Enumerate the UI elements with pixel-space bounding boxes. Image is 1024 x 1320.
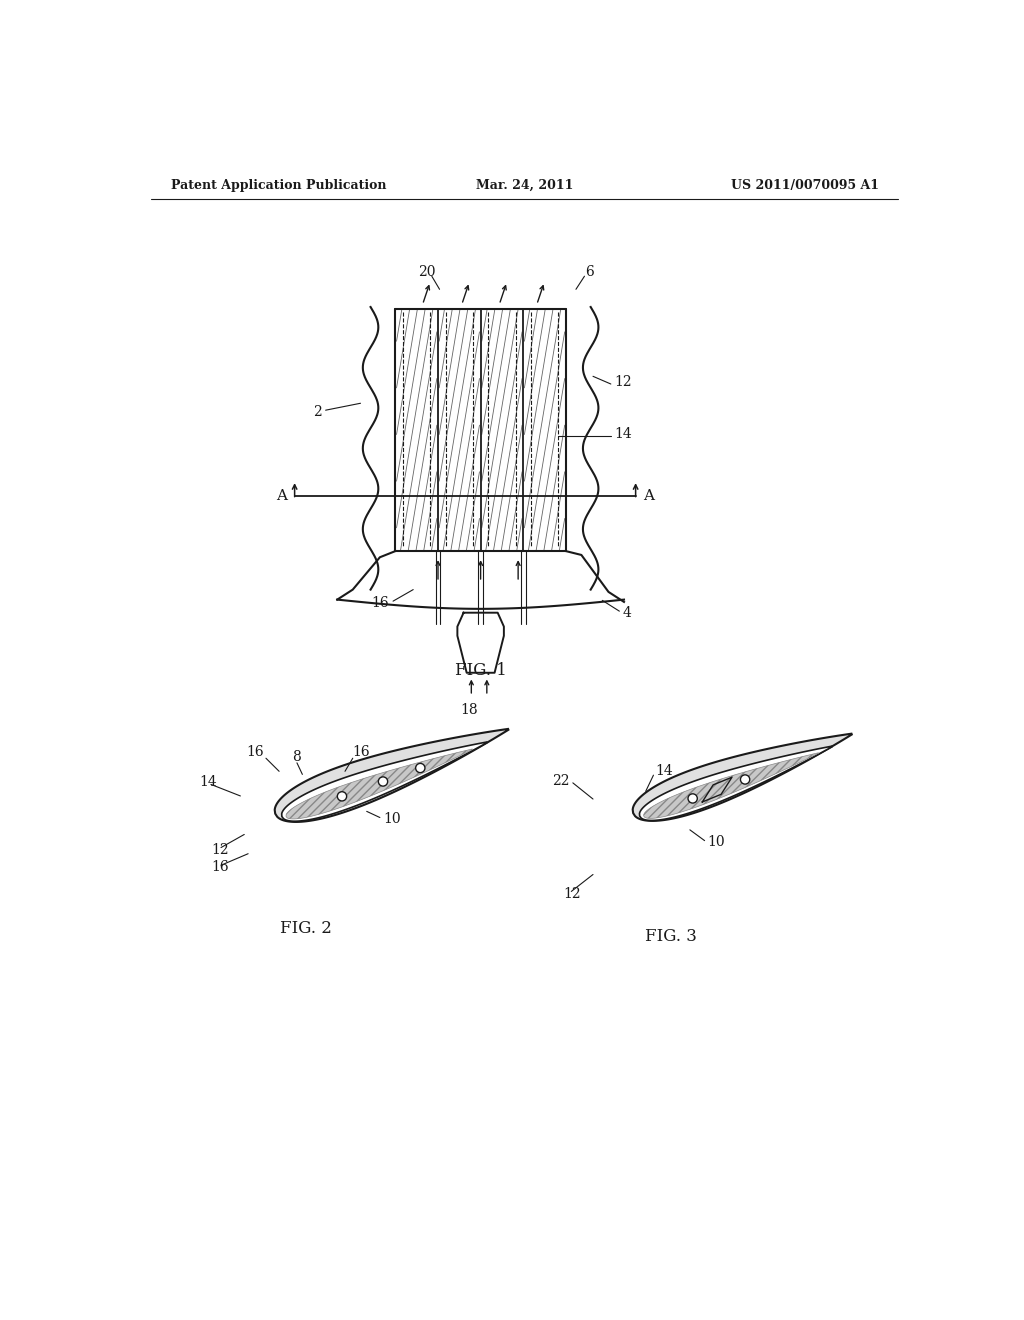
- Text: 2: 2: [313, 405, 322, 420]
- Text: US 2011/0070095 A1: US 2011/0070095 A1: [731, 178, 879, 191]
- Text: 14: 14: [200, 775, 217, 789]
- Circle shape: [378, 777, 388, 787]
- Circle shape: [416, 763, 425, 772]
- Text: 16: 16: [246, 744, 263, 759]
- Text: Mar. 24, 2011: Mar. 24, 2011: [476, 178, 573, 191]
- Circle shape: [740, 775, 750, 784]
- Text: 6: 6: [586, 265, 594, 280]
- Text: 14: 14: [614, 428, 633, 441]
- Text: 8: 8: [293, 751, 301, 764]
- Text: FIG. 3: FIG. 3: [644, 928, 696, 945]
- Polygon shape: [286, 748, 472, 818]
- Text: 12: 12: [211, 843, 228, 857]
- Text: 12: 12: [614, 375, 633, 388]
- Text: A: A: [275, 488, 287, 503]
- Circle shape: [688, 793, 697, 803]
- Text: A: A: [643, 488, 654, 503]
- Text: FIG. 2: FIG. 2: [281, 920, 332, 937]
- Text: 12: 12: [563, 887, 582, 900]
- Text: FIG. 1: FIG. 1: [455, 661, 507, 678]
- Text: 4: 4: [623, 606, 632, 619]
- Text: 18: 18: [460, 702, 478, 717]
- Polygon shape: [282, 742, 487, 821]
- Text: 10: 10: [708, 836, 725, 849]
- Circle shape: [337, 792, 347, 801]
- Polygon shape: [644, 752, 818, 818]
- Text: 14: 14: [655, 763, 673, 777]
- Text: 20: 20: [418, 265, 435, 280]
- Text: 16: 16: [211, 859, 228, 874]
- Polygon shape: [274, 729, 508, 822]
- Text: 10: 10: [384, 812, 401, 826]
- Text: 16: 16: [352, 744, 371, 759]
- Text: 16: 16: [372, 597, 389, 610]
- Text: Patent Application Publication: Patent Application Publication: [171, 178, 386, 191]
- Polygon shape: [633, 734, 852, 821]
- Text: 22: 22: [552, 774, 569, 788]
- Polygon shape: [639, 746, 833, 821]
